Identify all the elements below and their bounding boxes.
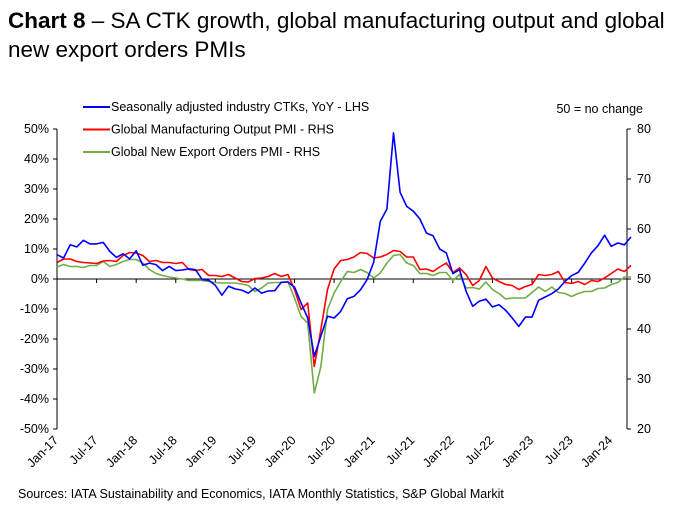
x-tick-label: Jul-20 — [304, 433, 338, 467]
left-tick-label: 0% — [31, 272, 49, 286]
chart-title-bold: Chart 8 — [8, 8, 86, 33]
x-tick-label: Jul-22 — [463, 433, 497, 467]
right-tick-label: 40 — [637, 322, 651, 336]
sources-note: Sources: IATA Sustainability and Economi… — [18, 487, 504, 501]
legend-label-0: Seasonally adjusted industry CTKs, YoY -… — [111, 100, 369, 114]
right-tick-label: 60 — [637, 222, 651, 236]
left-tick-label: 20% — [24, 212, 49, 226]
x-tick-label: Jan-23 — [499, 433, 536, 470]
x-tick-label: Jul-18 — [146, 433, 180, 467]
right-tick-label: 50 — [637, 272, 651, 286]
right-tick-label: 30 — [637, 372, 651, 386]
left-tick-label: 30% — [24, 182, 49, 196]
chart-title: Chart 8 – SA CTK growth, global manufact… — [8, 6, 673, 64]
left-tick-label: -10% — [20, 302, 49, 316]
left-tick-label: -20% — [20, 332, 49, 346]
x-tick-label: Jan-21 — [341, 433, 378, 470]
right-tick-label: 20 — [637, 422, 651, 436]
x-tick-label: Jan-18 — [103, 433, 140, 470]
axes: 50% 40% 30% 20% 10% 0% -10% -20% -30% -40% -50% 80 7… — [20, 122, 651, 470]
annotation-no-change: 50 = no change — [556, 102, 643, 116]
x-tick-label: Jan-20 — [262, 433, 299, 470]
series-line-2 — [56, 253, 631, 394]
x-tick-label: Jan-19 — [183, 433, 220, 470]
legend: Seasonally adjusted industry CTKs, YoY -… — [83, 100, 369, 159]
left-tick-label: -40% — [20, 392, 49, 406]
series-line-0 — [56, 132, 632, 358]
left-tick-label: 50% — [24, 122, 49, 136]
x-tick-label: Jul-21 — [383, 433, 417, 467]
left-tick-label: 40% — [24, 152, 49, 166]
left-tick-label: -50% — [20, 422, 49, 436]
x-tick-label: Jan-24 — [578, 433, 615, 470]
x-tick-label: Jan-22 — [420, 433, 457, 470]
x-tick-label: Jul-19 — [225, 433, 259, 467]
x-tick-label: Jul-17 — [67, 433, 101, 467]
right-tick-label: 70 — [637, 172, 651, 186]
legend-label-2: Global New Export Orders PMI - RHS — [111, 145, 320, 159]
x-tick-label: Jul-23 — [542, 433, 576, 467]
left-tick-label: -30% — [20, 362, 49, 376]
chart-title-rest: – SA CTK growth, global manufacturing ou… — [8, 8, 665, 62]
legend-label-1: Global Manufacturing Output PMI - RHS — [111, 123, 334, 137]
left-tick-label: 10% — [24, 242, 49, 256]
series-lines — [56, 132, 632, 394]
series-line-1 — [56, 249, 632, 368]
x-tick-label: Jan-17 — [24, 433, 61, 470]
right-tick-label: 80 — [637, 122, 651, 136]
